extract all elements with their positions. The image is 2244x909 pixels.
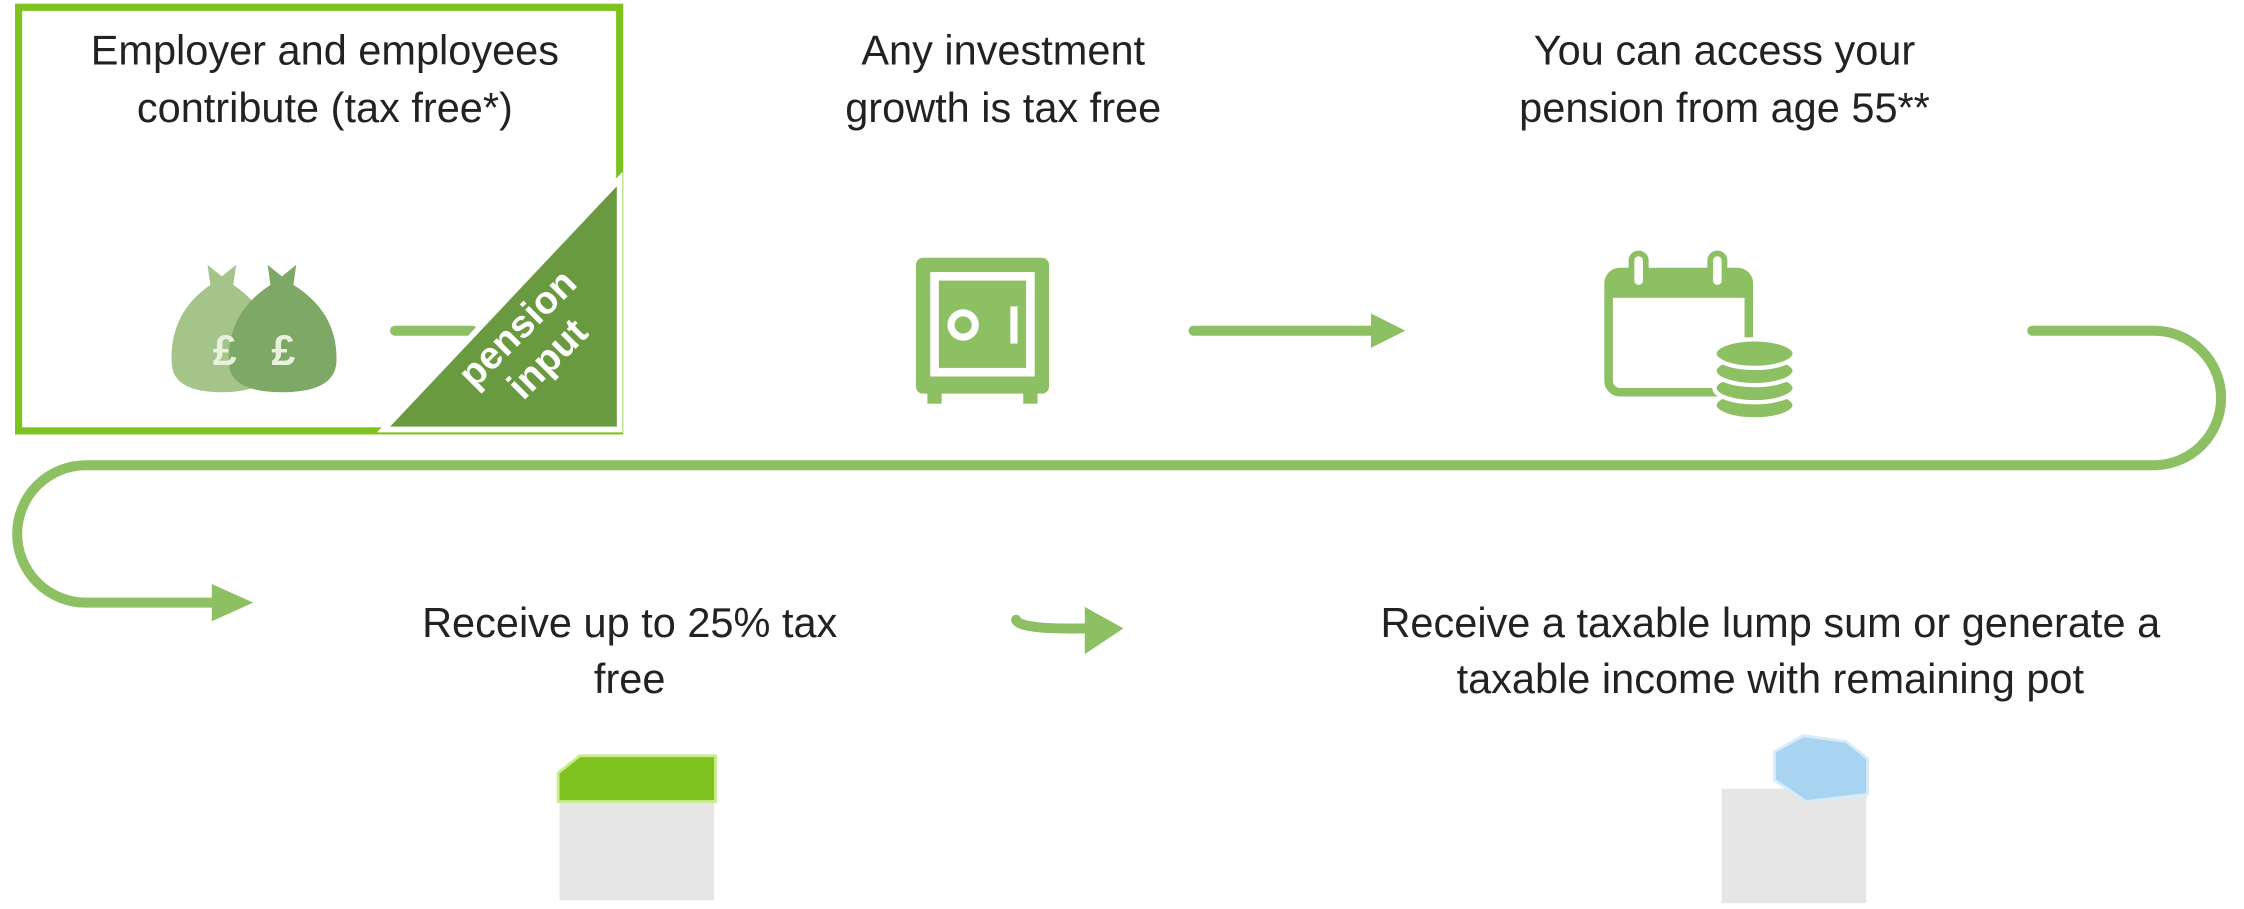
- step-label: Receive a taxable lump sum or generate a: [1380, 599, 2161, 646]
- safe-icon: [916, 258, 1049, 404]
- step-label: Any investment: [861, 27, 1145, 74]
- svg-text:£: £: [213, 327, 237, 375]
- cube-icon: [1720, 736, 1867, 905]
- arrow: [1016, 620, 1088, 629]
- cube-icon: [558, 756, 715, 902]
- pension-flow-diagram: £ £ pension input Employer and empl: [0, 0, 2244, 909]
- svg-text:£: £: [271, 327, 295, 375]
- step-label: pension from age 55**: [1519, 84, 1930, 131]
- step-label: contribute (tax free*): [137, 84, 513, 131]
- arrow: [17, 331, 2221, 603]
- step-label: You can access your: [1534, 27, 1916, 74]
- badge-triangle: [384, 179, 620, 429]
- step-label: taxable income with remaining pot: [1457, 655, 2085, 702]
- step-label: free: [594, 655, 666, 702]
- arrow-head: [1085, 607, 1124, 654]
- arrow-head: [1371, 314, 1405, 348]
- calendar-icon: [1609, 253, 1795, 419]
- step-label: growth is tax free: [845, 84, 1161, 131]
- money-bags-icon: £ £: [172, 265, 337, 392]
- step-labels: Employer and employees contribute (tax f…: [91, 27, 2161, 702]
- step-label: Receive up to 25% tax: [422, 599, 837, 646]
- step-label: Employer and employees: [91, 27, 559, 74]
- arrow-head: [212, 584, 254, 621]
